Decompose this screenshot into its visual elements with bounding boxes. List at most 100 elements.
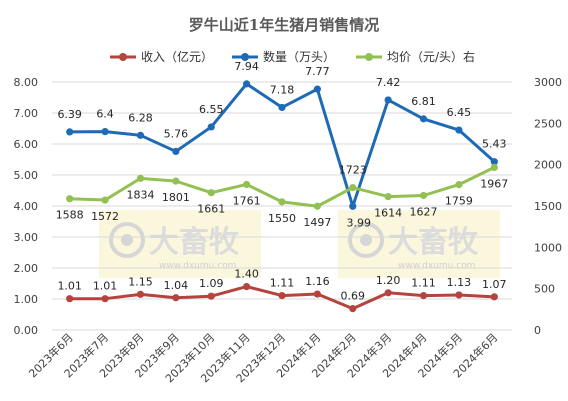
data-label: 1801 xyxy=(162,191,190,204)
legend-label: 数量（万头） xyxy=(263,49,335,64)
data-label: 5.43 xyxy=(482,138,507,151)
series-layer xyxy=(66,80,498,313)
data-point xyxy=(66,295,74,303)
data-point xyxy=(419,115,428,123)
y-axis-left: 0.00 1.00 2.00 3.00 4.00 5.00 6.00 7.00 8.00 xyxy=(14,76,39,337)
data-labels-layer: 1.01 1.01 1.15 1.04 1.09 1.40 1.11 1.16 0.69 1.20… xyxy=(56,60,509,303)
data-point xyxy=(136,131,145,139)
data-label: 7.42 xyxy=(376,76,401,89)
watermark-logo-dot xyxy=(360,234,372,246)
data-label: 1614 xyxy=(374,207,402,220)
y-right-tick-label: 2000 xyxy=(534,159,562,172)
data-label: 3.99 xyxy=(347,216,372,229)
data-point xyxy=(313,290,321,298)
data-point xyxy=(349,305,357,313)
data-point xyxy=(207,292,215,300)
data-point xyxy=(278,291,286,300)
y-right-tick-label: 1000 xyxy=(534,241,562,254)
data-point xyxy=(136,174,145,182)
legend-item: 数量（万头） xyxy=(232,49,335,64)
data-point xyxy=(101,128,109,136)
data-label: 1588 xyxy=(56,209,84,222)
data-point xyxy=(490,293,498,301)
watermark-logo-icon xyxy=(109,222,145,258)
data-label: 1967 xyxy=(480,177,508,190)
data-point xyxy=(172,294,180,302)
legend-label: 均价（元/头）右 xyxy=(387,49,475,64)
data-label: 6.55 xyxy=(199,103,224,116)
data-label: 1761 xyxy=(233,194,261,207)
data-point xyxy=(172,177,180,185)
y-left-tick-label: 0.00 xyxy=(14,324,39,337)
data-point xyxy=(455,126,463,134)
data-label: 6.81 xyxy=(411,95,436,108)
data-point xyxy=(455,291,463,299)
data-label: 1.09 xyxy=(199,277,224,290)
y-right-tick-label: 500 xyxy=(534,283,555,296)
data-point xyxy=(66,128,74,136)
data-label: 1759 xyxy=(445,195,473,208)
data-label: 1550 xyxy=(268,212,296,225)
data-label: 1.40 xyxy=(234,268,259,281)
data-point xyxy=(243,283,251,291)
data-point xyxy=(207,189,215,197)
data-point xyxy=(490,158,498,166)
y-right-tick-label: 1500 xyxy=(534,200,562,213)
legend-item: 收入（亿元） xyxy=(110,49,213,64)
data-label: 1834 xyxy=(126,188,154,201)
data-label: 1.01 xyxy=(93,280,118,293)
data-point xyxy=(243,80,251,88)
data-point xyxy=(349,202,357,210)
legend-item: 均价（元/头）右 xyxy=(356,49,475,64)
y-right-tick-label: 2500 xyxy=(534,117,562,130)
data-label: 6.45 xyxy=(447,106,472,119)
data-point xyxy=(313,85,321,93)
data-label: 1.11 xyxy=(411,277,436,290)
y-right-tick-label: 3000 xyxy=(534,76,562,89)
y-left-tick-label: 5.00 xyxy=(14,169,39,182)
y-left-tick-label: 7.00 xyxy=(14,107,39,120)
y-right-tick-label: 0 xyxy=(534,324,541,337)
data-point xyxy=(66,195,74,203)
y-axis-right: 0 500 1000 1500 2000 2500 3000 xyxy=(534,76,562,337)
data-label: 1.07 xyxy=(482,278,507,291)
watermark-url: www.dxumu.com xyxy=(398,261,475,271)
data-label: 1723 xyxy=(339,164,367,177)
data-label: 1.20 xyxy=(376,274,401,287)
y-left-tick-label: 4.00 xyxy=(14,200,39,213)
data-point xyxy=(419,291,428,300)
data-label: 6.28 xyxy=(128,111,153,124)
data-label: 7.94 xyxy=(234,60,259,73)
data-point xyxy=(490,163,498,171)
watermark-logo-icon xyxy=(348,222,384,258)
data-label: 7.18 xyxy=(270,83,295,96)
data-label: 1572 xyxy=(91,210,119,223)
data-point xyxy=(313,202,321,210)
y-left-tick-label: 1.00 xyxy=(14,293,39,306)
y-left-tick-label: 3.00 xyxy=(14,231,39,244)
data-label: 6.4 xyxy=(96,108,114,121)
y-left-tick-label: 8.00 xyxy=(14,76,39,89)
y-left-tick-label: 2.00 xyxy=(14,262,39,275)
x-axis: 2023年6月2023年7月2023年8月2023年9月2023年10月2023… xyxy=(26,330,501,385)
legend-label: 收入（亿元） xyxy=(141,49,213,64)
watermark-text: 大畜牧 xyxy=(388,225,479,260)
data-label: 1497 xyxy=(303,216,331,229)
data-label: 1.11 xyxy=(270,277,295,290)
watermark-url: www.dxumu.com xyxy=(159,261,236,271)
watermark-logo-dot xyxy=(121,234,133,246)
data-point xyxy=(278,103,286,112)
data-label: 6.39 xyxy=(57,108,82,121)
data-point xyxy=(136,290,145,298)
data-label: 1.01 xyxy=(57,280,82,293)
legend-marker xyxy=(365,53,373,61)
data-label: 1.15 xyxy=(128,275,153,288)
data-label: 7.77 xyxy=(305,65,330,78)
data-point xyxy=(207,123,215,131)
data-point xyxy=(101,295,109,303)
watermark-text: 大畜牧 xyxy=(149,225,240,260)
data-point xyxy=(278,198,286,206)
data-label: 1.16 xyxy=(305,275,330,288)
